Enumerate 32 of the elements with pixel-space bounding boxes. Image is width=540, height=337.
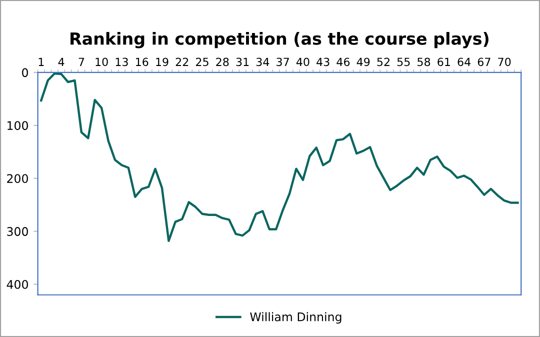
y-tick-label: 300 <box>7 227 28 236</box>
x-tick-label: 64 <box>458 58 470 66</box>
x-tick-label: 49 <box>356 58 370 66</box>
x-tick-label: 16 <box>136 58 148 66</box>
x-tick-label: 31 <box>236 58 249 66</box>
x-tick-label: 4 <box>58 58 64 66</box>
x-tick-label: 67 <box>478 58 490 66</box>
x-tick-label: 43 <box>316 58 330 66</box>
y-tick-label: 100 <box>8 121 28 130</box>
x-tick-label: 25 <box>196 58 208 66</box>
x-tick-label: 40 <box>296 58 310 66</box>
y-tick-label: 0 <box>22 68 28 78</box>
x-tick-label: 10 <box>96 58 108 66</box>
legend-label: William Dinning <box>250 312 342 324</box>
chart-title: Ranking in competition (as the course plays) <box>70 32 488 48</box>
x-tick-label: 46 <box>336 58 350 66</box>
x-tick-label: 61 <box>438 58 450 66</box>
x-tick-label: 13 <box>116 58 128 66</box>
x-tick-label: 19 <box>156 58 168 66</box>
x-tick-label: 1 <box>38 58 44 66</box>
x-tick-label: 37 <box>276 58 289 66</box>
x-tick-label: 28 <box>216 58 229 66</box>
x-tick-label: 22 <box>176 58 188 66</box>
x-tick-label: 58 <box>418 58 430 66</box>
x-tick-label: 52 <box>377 58 390 66</box>
y-tick-label: 400 <box>6 280 28 289</box>
x-tick-label: 70 <box>498 58 511 66</box>
x-tick-label: 7 <box>78 58 84 66</box>
line-series <box>40 72 519 242</box>
y-tick-label: 200 <box>7 174 28 184</box>
x-tick-label: 34 <box>256 58 270 66</box>
x-tick-label: 55 <box>397 58 410 66</box>
